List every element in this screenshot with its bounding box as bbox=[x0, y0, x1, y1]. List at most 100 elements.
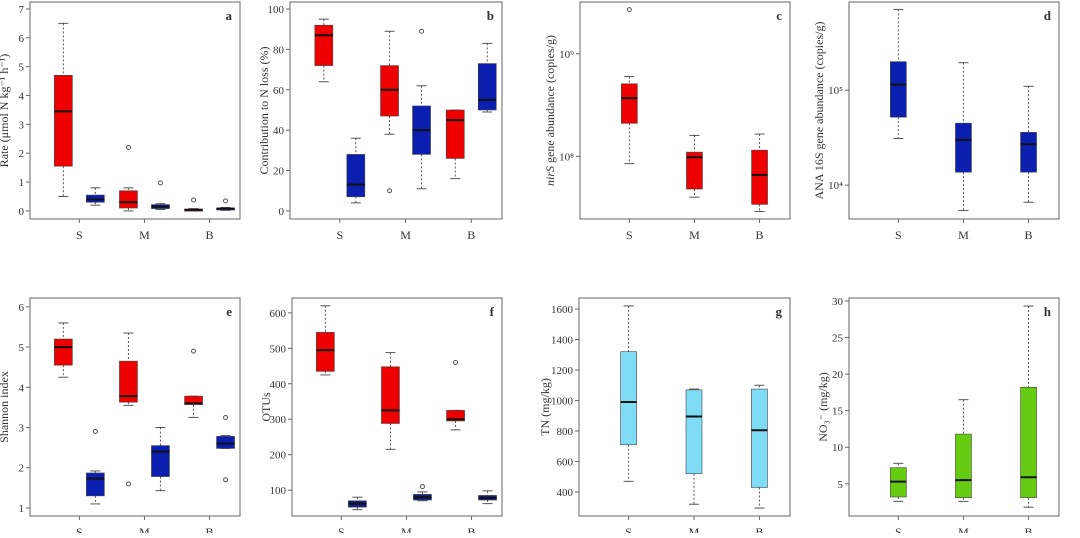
box-S bbox=[890, 462, 907, 502]
y-tick-label: 0 bbox=[19, 206, 25, 218]
y-tick-label: 2 bbox=[19, 148, 25, 160]
plot-frame bbox=[29, 297, 241, 517]
box-S-series-2 bbox=[348, 496, 367, 511]
box-B-series-1 bbox=[184, 197, 203, 212]
box-iqr bbox=[216, 436, 235, 449]
outlier-point bbox=[223, 414, 229, 420]
outlier-point bbox=[626, 7, 632, 13]
y-axis-label: ANA 16S gene abundance (copies/g) bbox=[812, 22, 826, 200]
box-S bbox=[890, 8, 907, 140]
y-tick-label: 10⁴ bbox=[828, 180, 843, 192]
y-tick-label: 5 bbox=[838, 479, 844, 491]
box-M bbox=[955, 62, 972, 212]
box-iqr bbox=[751, 149, 768, 205]
x-tick-label: S bbox=[626, 228, 633, 242]
outlier-point bbox=[419, 484, 425, 490]
plot-frame bbox=[848, 297, 1060, 517]
y-axis-label: TN (mg/kg) bbox=[538, 378, 552, 436]
plot-frame bbox=[848, 1, 1060, 220]
y-tick-label: 300 bbox=[270, 414, 287, 426]
box-S bbox=[620, 305, 637, 482]
x-tick-label: M bbox=[139, 525, 150, 533]
y-axis-label-italic: nirS bbox=[543, 166, 557, 186]
y-tick-label: 4 bbox=[19, 90, 25, 102]
box-B bbox=[751, 384, 768, 509]
panel-h: h 5 10 15 20 25 30 NO₃⁻ (mg/kg) S M B bbox=[816, 296, 1060, 538]
y-axis-label: Contribution to N loss (%) bbox=[257, 46, 271, 174]
y-tick-label: 30 bbox=[832, 296, 844, 308]
x-tick-label: S bbox=[338, 525, 345, 533]
box-iqr bbox=[54, 74, 73, 167]
panel-letter: a bbox=[226, 8, 233, 23]
x-tick-label: M bbox=[689, 525, 700, 533]
outlier-point bbox=[191, 197, 197, 203]
y-tick-label: 2 bbox=[19, 463, 25, 475]
box-M-series-2 bbox=[412, 28, 431, 190]
box-iqr bbox=[445, 109, 465, 159]
box-iqr bbox=[380, 65, 399, 117]
x-tick-label: B bbox=[1025, 228, 1033, 242]
box-M-series-1 bbox=[119, 332, 138, 487]
y-tick-label: 25 bbox=[832, 333, 844, 345]
y-tick-label: 100 bbox=[268, 4, 285, 16]
panel-letter: e bbox=[226, 304, 232, 319]
x-tick-label: B bbox=[755, 525, 763, 533]
x-tick-label: B bbox=[756, 228, 764, 242]
outlier-point bbox=[453, 360, 459, 366]
panel-letter: c bbox=[776, 8, 782, 23]
panel-letter: f bbox=[490, 304, 495, 319]
y-tick-label: 400 bbox=[557, 487, 574, 499]
y-tick-label: 3 bbox=[19, 423, 25, 435]
box-B bbox=[1020, 85, 1037, 203]
panel-g: g 400 600 800 1000 1200 1400 1600 TN (mg/kg) S M B bbox=[538, 297, 791, 538]
box-iqr bbox=[119, 360, 138, 403]
y-tick-label: 1400 bbox=[551, 334, 574, 346]
panel-f: f 100 200 300 400 500 600 OTUs S M B bbox=[259, 297, 503, 538]
y-tick-label: 20 bbox=[832, 369, 844, 381]
box-iqr bbox=[955, 122, 972, 173]
box-B-series-2 bbox=[477, 42, 497, 113]
y-tick-label: 500 bbox=[270, 343, 287, 355]
panel-a: a 0 1 2 3 4 5 6 7 Rate (μmol N kg⁻¹ h⁻¹) S M B bbox=[0, 1, 241, 242]
y-tick-label: 10 bbox=[832, 442, 844, 454]
y-tick-label: 1 bbox=[19, 503, 25, 515]
y-tick-label: 3 bbox=[19, 119, 25, 131]
panel-letter: d bbox=[1044, 8, 1052, 23]
box-iqr bbox=[54, 338, 73, 366]
panel-letter: b bbox=[487, 8, 494, 23]
y-axis-label-rest: gene abundance (copies/g) bbox=[543, 35, 557, 166]
box-B bbox=[751, 133, 768, 212]
box-M bbox=[686, 134, 703, 198]
x-tick-label: B bbox=[468, 525, 476, 533]
box-M-series-2 bbox=[151, 427, 170, 492]
x-tick-label: S bbox=[76, 525, 83, 533]
box-iqr bbox=[86, 472, 105, 497]
y-tick-label: 800 bbox=[557, 426, 574, 438]
y-tick-label: 1000 bbox=[551, 396, 574, 408]
y-tick-label: 100 bbox=[270, 485, 287, 497]
box-S-series-2 bbox=[346, 137, 366, 204]
box-S-series-1 bbox=[54, 22, 73, 197]
box-S-series-1 bbox=[54, 322, 73, 378]
panel-b: b 0 20 40 60 80 100 Contribution to N loss (%) S… bbox=[257, 1, 503, 242]
box-M-series-2 bbox=[151, 180, 170, 210]
box-iqr bbox=[686, 151, 703, 190]
outlier-point bbox=[223, 198, 229, 204]
box-iqr bbox=[119, 190, 138, 209]
y-axis-label: NO₃⁻ (mg/kg) bbox=[816, 372, 830, 442]
box-B-series-2 bbox=[216, 198, 235, 211]
box-iqr bbox=[151, 445, 170, 477]
box-iqr bbox=[751, 388, 768, 488]
x-tick-label: M bbox=[958, 228, 969, 242]
box-iqr bbox=[381, 366, 400, 424]
box-B-series-1 bbox=[184, 348, 203, 418]
box-S-series-2 bbox=[86, 429, 105, 505]
box-M-series-1 bbox=[119, 144, 138, 212]
x-tick-label: B bbox=[206, 525, 214, 533]
y-tick-label: 60 bbox=[273, 85, 285, 97]
y-tick-label: 600 bbox=[270, 308, 287, 320]
box-iqr bbox=[316, 332, 335, 372]
box-iqr bbox=[685, 389, 703, 475]
